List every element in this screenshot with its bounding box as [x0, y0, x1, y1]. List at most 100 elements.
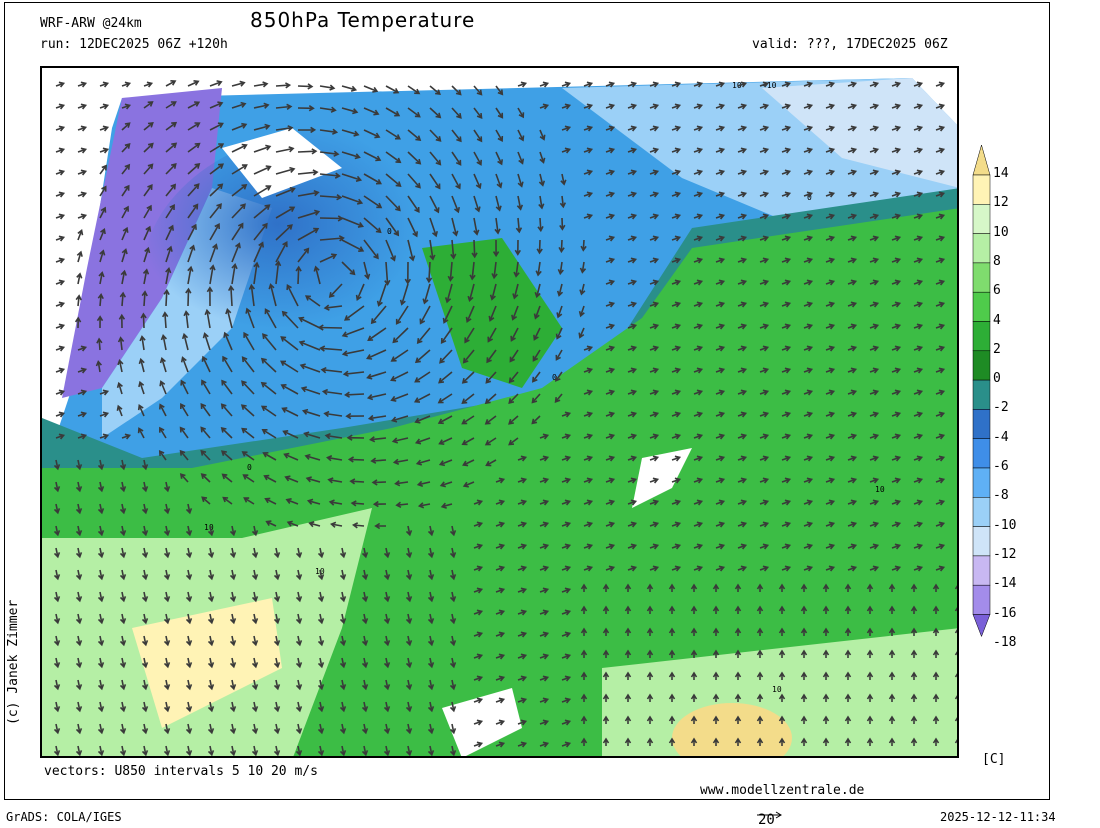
wind-vector-arrow: [99, 185, 107, 197]
wind-vector-arrow: [280, 360, 299, 373]
wind-vector-arrow: [737, 191, 748, 198]
wind-vector-arrow: [737, 345, 748, 352]
greenland-mask: [222, 128, 342, 198]
wind-vector-arrow: [180, 403, 189, 417]
wind-vector-arrow: [429, 85, 441, 96]
wind-vector-arrow: [306, 498, 321, 505]
wind-vector-arrow: [163, 701, 171, 713]
wind-vector-arrow: [469, 261, 476, 281]
wind-vector-arrow: [485, 371, 497, 384]
wind-vector-arrow: [339, 591, 347, 603]
wind-vector-arrow: [932, 627, 940, 636]
wind-vector-arrow: [273, 679, 281, 691]
wind-vector-arrow: [580, 671, 588, 680]
wind-vector-arrow: [200, 426, 211, 439]
wind-vector-arrow: [383, 613, 391, 625]
wind-vector-arrow: [954, 629, 957, 634]
wind-vector-arrow: [121, 103, 132, 110]
wind-vector-arrow: [715, 191, 726, 198]
wind-vector-arrow: [74, 316, 82, 329]
wind-vector-arrow: [473, 195, 481, 213]
wind-vector-arrow: [932, 715, 940, 724]
wind-vector-arrow: [405, 613, 413, 625]
wind-vector-arrow: [495, 85, 504, 96]
wind-vector-arrow: [229, 525, 237, 537]
wind-vector-arrow: [97, 481, 105, 493]
wind-vector-arrow: [913, 411, 924, 418]
wind-vector-arrow: [429, 107, 442, 119]
wind-vector-arrow: [77, 191, 88, 198]
wind-vector-arrow: [803, 433, 814, 440]
wind-vector-arrow: [339, 723, 347, 735]
wind-vector-arrow: [253, 185, 272, 197]
wind-vector-arrow: [693, 433, 704, 440]
wind-vector-arrow: [260, 405, 277, 417]
wind-vector-arrow: [737, 455, 748, 462]
colorbar-tick-label: -16: [993, 605, 1017, 621]
wind-vector-arrow: [295, 745, 303, 756]
wind-vector-arrow: [712, 693, 720, 702]
wind-vector-arrow: [495, 631, 506, 638]
website-link[interactable]: www.modellzentrale.de: [700, 783, 865, 798]
wind-vector-arrow: [561, 543, 572, 550]
wind-vector-arrow: [800, 627, 808, 636]
wind-vector-arrow: [187, 244, 196, 263]
wind-vector-arrow: [847, 565, 858, 572]
wind-vector-arrow: [958, 280, 959, 285]
colorbar-swatch: [972, 174, 991, 205]
wind-vector-arrow: [383, 635, 391, 647]
wind-vector-arrow: [75, 635, 83, 647]
wind-vector-arrow: [462, 459, 475, 467]
wind-vector-arrow: [671, 257, 682, 264]
wind-vector-arrow: [649, 147, 660, 154]
wind-vector-arrow: [185, 287, 192, 307]
wind-vector-arrow: [440, 327, 453, 344]
wind-vector-arrow: [187, 122, 201, 131]
wind-vector-arrow: [339, 569, 347, 581]
wind-vector-arrow: [913, 213, 924, 220]
wind-vector-arrow: [734, 627, 742, 636]
wind-vector-arrow: [341, 261, 356, 276]
wind-vector-arrow: [580, 605, 588, 614]
wind-vector-arrow: [467, 283, 475, 303]
wind-vector-arrow: [121, 248, 128, 263]
wind-vector-arrow: [627, 81, 638, 88]
wind-vector-arrow: [869, 279, 880, 286]
colorbar-tick-label: -10: [993, 517, 1017, 533]
wind-vector-arrow: [847, 103, 858, 110]
wind-vector-arrow: [712, 737, 720, 746]
wind-vector-arrow: [495, 107, 504, 119]
wind-vector-arrow: [209, 203, 222, 219]
wind-vector-arrow: [958, 236, 959, 241]
wind-vector-arrow: [891, 125, 902, 132]
wind-vector-arrow: [539, 129, 546, 141]
wind-vector-arrow: [273, 613, 281, 625]
wind-vector-arrow: [693, 301, 704, 308]
wind-vector-arrow: [141, 657, 149, 669]
wind-vector-arrow: [341, 239, 365, 252]
wind-vector-arrow: [671, 301, 682, 308]
wind-vector-arrow: [53, 701, 61, 713]
wind-vector-arrow: [75, 294, 82, 307]
wind-vector-arrow: [361, 657, 369, 669]
wind-vector-arrow: [781, 521, 792, 528]
wind-vector-arrow: [668, 693, 676, 702]
wind-vector-arrow: [317, 547, 325, 559]
wind-vector-arrow: [209, 264, 216, 285]
wind-vector-arrow: [343, 305, 365, 321]
wind-vector-arrow: [251, 701, 259, 713]
wind-vector-arrow: [405, 723, 413, 735]
wind-vector-arrow: [295, 591, 303, 603]
contour-label: 0: [552, 373, 557, 382]
wind-vector-arrow: [229, 569, 237, 581]
wind-vector-arrow: [185, 745, 193, 756]
wind-vector-arrow: [561, 81, 572, 88]
wind-vector-arrow: [75, 481, 83, 493]
wind-vector-arrow: [297, 83, 314, 90]
wind-vector-arrow: [363, 151, 382, 162]
wind-vector-arrow: [141, 701, 149, 713]
wind-vector-arrow: [245, 307, 255, 329]
wind-vector-arrow: [414, 415, 431, 424]
wind-vector-arrow: [866, 737, 874, 746]
wind-vector-arrow: [913, 147, 924, 154]
